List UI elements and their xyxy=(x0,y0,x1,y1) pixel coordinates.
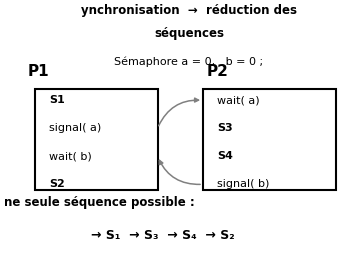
Text: P1: P1 xyxy=(28,64,50,79)
Text: wait( b): wait( b) xyxy=(49,151,92,161)
Text: wait( a): wait( a) xyxy=(217,95,260,105)
Text: S2: S2 xyxy=(49,179,65,189)
Text: S4: S4 xyxy=(217,151,233,161)
Text: signal( a): signal( a) xyxy=(49,123,101,133)
Bar xyxy=(35,89,158,190)
Text: signal( b): signal( b) xyxy=(217,179,270,189)
Text: P2: P2 xyxy=(206,64,228,79)
Text: ynchronisation  →  réduction des: ynchronisation → réduction des xyxy=(81,4,297,17)
Text: ne seule séquence possible :: ne seule séquence possible : xyxy=(4,196,194,209)
Text: S3: S3 xyxy=(217,123,233,133)
Text: S1: S1 xyxy=(49,95,65,105)
Text: séquences: séquences xyxy=(154,27,224,40)
Text: → S₁  → S₃  → S₄  → S₂: → S₁ → S₃ → S₄ → S₂ xyxy=(91,229,234,242)
Bar xyxy=(203,89,336,190)
Text: Sémaphore a = 0,   b = 0 ;: Sémaphore a = 0, b = 0 ; xyxy=(114,57,264,67)
